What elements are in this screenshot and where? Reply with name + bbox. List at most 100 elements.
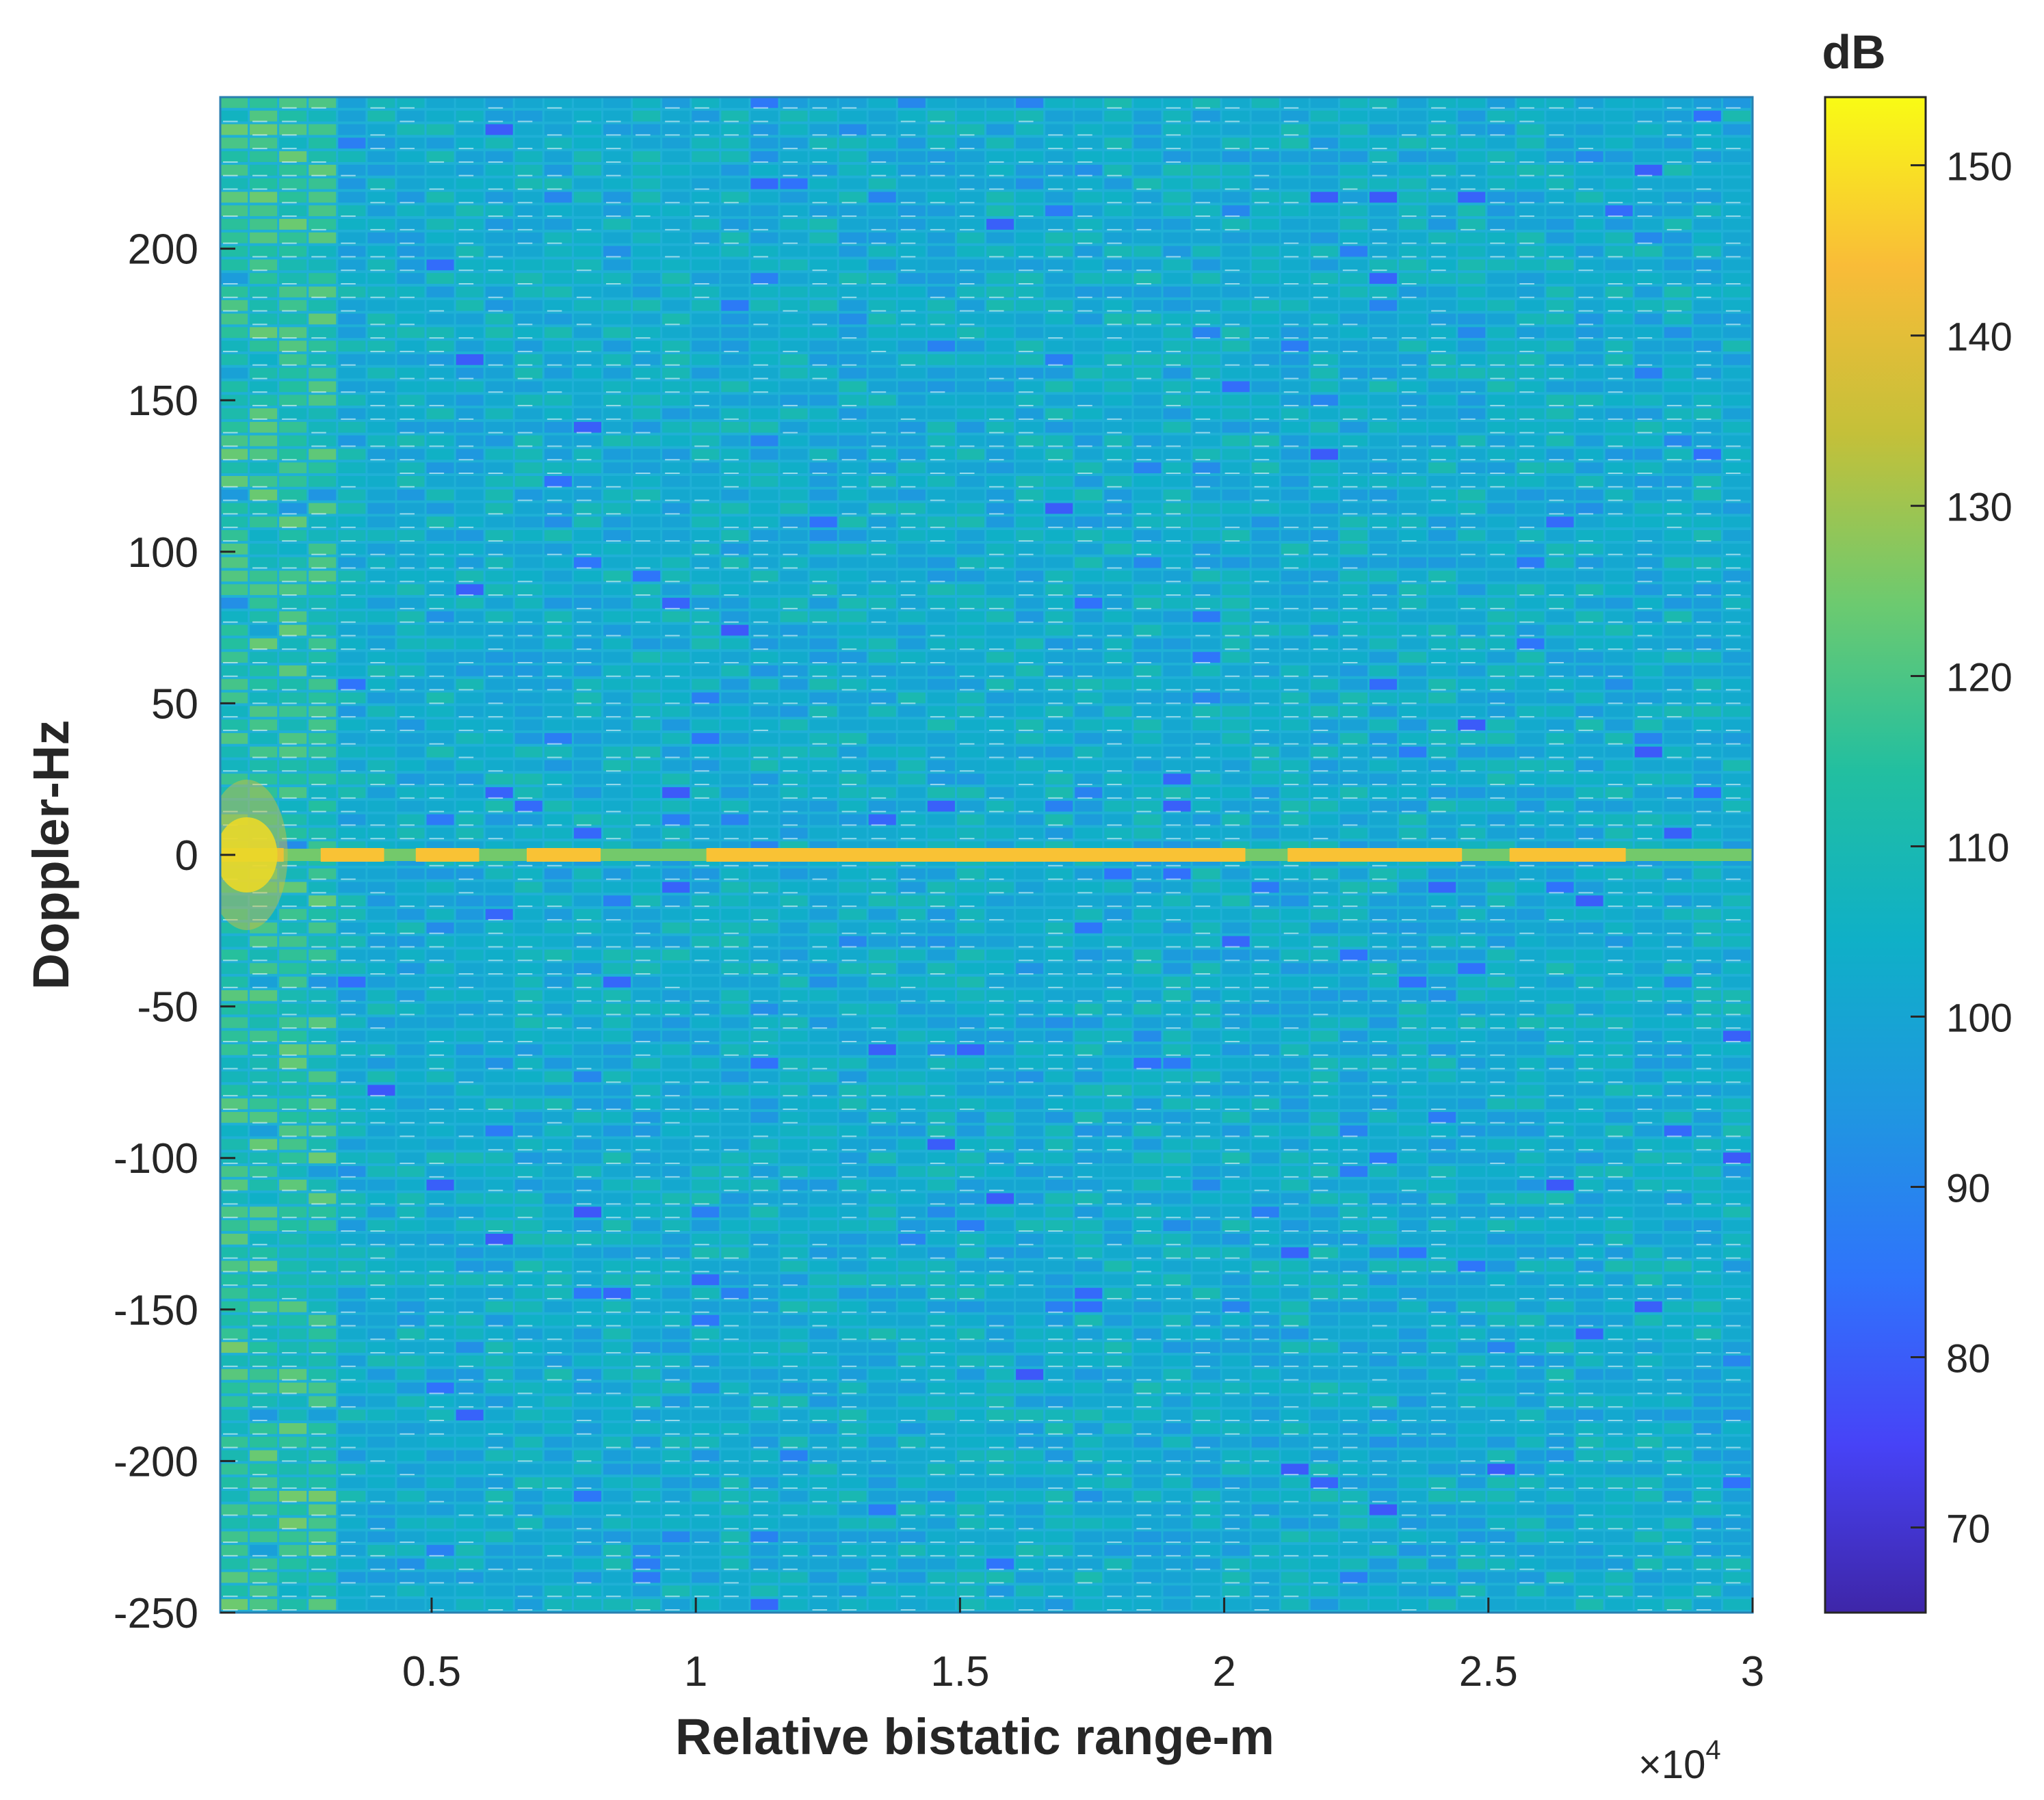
heatmap-cell <box>1399 489 1427 501</box>
heatmap-cell <box>1370 476 1398 487</box>
heatmap-cell <box>1310 462 1338 473</box>
heatmap-cell-highlight <box>458 594 474 596</box>
heatmap-cell <box>485 381 513 393</box>
heatmap-cell <box>809 800 837 812</box>
heatmap-cell <box>1722 287 1751 297</box>
heatmap-cell <box>1134 598 1162 609</box>
heatmap-cell <box>1281 435 1309 447</box>
heatmap-cell <box>1192 462 1220 473</box>
heatmap-cell <box>514 300 542 311</box>
heatmap-cell <box>809 421 837 433</box>
heatmap-cell <box>456 395 484 406</box>
heatmap-cell <box>1722 259 1751 271</box>
heatmap-cell-highlight <box>252 323 267 326</box>
heatmap-cell-highlight <box>458 553 474 555</box>
heatmap-cell <box>750 949 778 961</box>
heatmap-cell-highlight <box>399 797 415 799</box>
heatmap-cell-highlight <box>900 918 916 921</box>
heatmap-cell <box>809 341 837 352</box>
heatmap-cell <box>426 652 454 663</box>
heatmap-cell <box>514 341 542 352</box>
heatmap-cell <box>1722 246 1751 257</box>
heatmap-cell <box>750 652 778 663</box>
heatmap-cell <box>250 922 278 934</box>
heatmap-cell <box>250 408 278 419</box>
heatmap-cell <box>367 191 395 203</box>
heatmap-cell <box>956 516 984 528</box>
heatmap-cell-highlight <box>1342 513 1358 515</box>
heatmap-cell-highlight <box>930 648 945 650</box>
heatmap-cell-highlight <box>458 864 474 866</box>
heatmap-cell-highlight <box>694 445 709 447</box>
heatmap-cell <box>1251 665 1279 676</box>
heatmap-cell <box>956 259 984 271</box>
heatmap-cell <box>397 124 425 135</box>
heatmap-cell <box>1251 300 1279 311</box>
heatmap-cell <box>1605 381 1633 393</box>
heatmap-cell-highlight <box>1254 946 1270 948</box>
heatmap-cell <box>279 354 307 365</box>
heatmap-cell <box>1192 584 1220 596</box>
heatmap-cell <box>1487 503 1515 514</box>
heatmap-cell <box>367 462 395 473</box>
heatmap-cell <box>780 300 808 311</box>
heatmap-cell-highlight <box>959 648 975 650</box>
heatmap-cell <box>1487 800 1515 812</box>
heatmap-cell <box>456 367 484 379</box>
heatmap-cell <box>279 828 307 839</box>
heatmap-cell-highlight <box>282 161 297 163</box>
heatmap-cell-highlight <box>488 959 503 962</box>
heatmap-cell <box>1339 706 1367 717</box>
heatmap-cell <box>1134 191 1162 203</box>
heatmap-cell <box>1634 787 1662 798</box>
heatmap-cell <box>780 327 808 339</box>
heatmap-cell <box>1634 828 1662 839</box>
heatmap-cell <box>1075 922 1103 934</box>
heatmap-cell <box>1575 584 1603 596</box>
heatmap-cell <box>1428 746 1456 758</box>
heatmap-cell-highlight <box>1166 513 1181 515</box>
heatmap-cell <box>544 435 572 447</box>
heatmap-cell <box>956 124 984 135</box>
heatmap-cell <box>1192 638 1220 650</box>
heatmap-cell <box>1664 598 1692 609</box>
heatmap-cell <box>839 151 867 162</box>
heatmap-cell-highlight <box>1608 513 1623 515</box>
heatmap-cell-highlight <box>1431 174 1446 176</box>
heatmap-cell <box>544 381 572 393</box>
heatmap-cell-highlight <box>1696 824 1712 826</box>
heatmap-cell-highlight <box>1107 269 1122 272</box>
heatmap-cell <box>868 516 896 528</box>
heatmap-cell-highlight <box>989 567 1004 569</box>
heatmap-cell <box>986 678 1014 690</box>
heatmap-cell <box>1134 936 1162 947</box>
heatmap-cell-highlight <box>1549 824 1564 826</box>
heatmap-cell-highlight <box>1637 540 1653 542</box>
heatmap-cell <box>573 638 601 650</box>
heatmap-cell <box>1693 530 1721 541</box>
heatmap-cell-highlight <box>1019 662 1034 663</box>
heatmap-cell-highlight <box>812 702 828 704</box>
heatmap-cell-highlight <box>1549 892 1564 894</box>
heatmap-cell <box>1251 598 1279 609</box>
heatmap-cell <box>279 719 307 730</box>
heatmap-cell <box>250 178 278 189</box>
heatmap-cell <box>1693 828 1721 839</box>
heatmap-cell <box>1487 381 1515 393</box>
heatmap-cell-highlight <box>252 364 267 366</box>
heatmap-cell <box>426 828 454 839</box>
heatmap-cell <box>1251 584 1279 596</box>
heatmap-cell-highlight <box>223 242 238 244</box>
heatmap-cell-highlight <box>1666 716 1682 718</box>
heatmap-cell <box>367 151 395 162</box>
heatmap-cell-highlight <box>341 716 356 718</box>
heatmap-cell <box>1222 232 1250 243</box>
heatmap-cell <box>1399 543 1427 555</box>
heatmap-cell-highlight <box>753 756 768 758</box>
heatmap-cell <box>1605 259 1633 271</box>
heatmap-cell <box>397 476 425 487</box>
heatmap-cell <box>956 543 984 555</box>
heatmap-cell-highlight <box>1402 445 1417 447</box>
heatmap-cell <box>868 773 896 785</box>
heatmap-cell <box>1428 719 1456 730</box>
